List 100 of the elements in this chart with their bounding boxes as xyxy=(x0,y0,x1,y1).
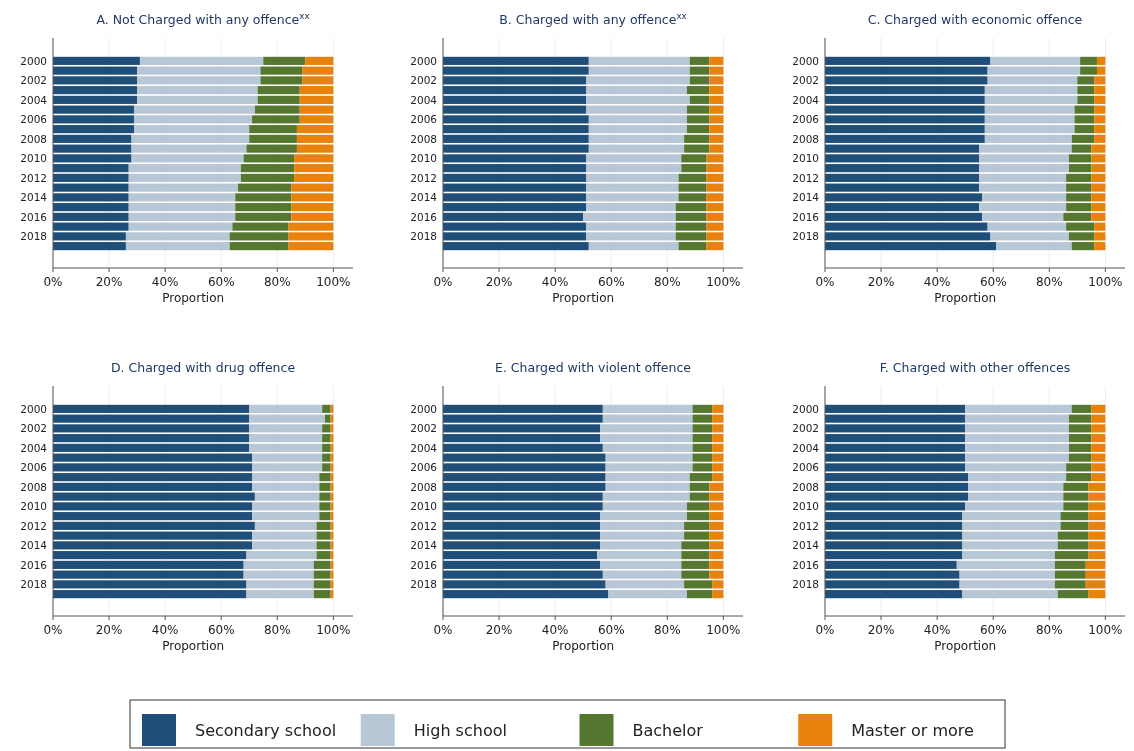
y-tick-label: 2008 xyxy=(20,480,47,493)
bar xyxy=(443,404,603,413)
bar xyxy=(692,434,713,443)
bar xyxy=(1091,404,1106,413)
bar xyxy=(825,521,963,530)
y-tick-label: 2010 xyxy=(792,500,819,513)
x-tick-label: 20% xyxy=(95,623,123,637)
y-tick-label: 2006 xyxy=(410,113,438,126)
bar xyxy=(982,212,1064,221)
bar xyxy=(709,134,724,143)
x-tick-label: 80% xyxy=(263,275,291,289)
y-tick-label: 2000 xyxy=(410,54,437,67)
bar xyxy=(1063,212,1092,221)
y-tick-label: 2014 xyxy=(20,539,48,552)
bar xyxy=(1091,443,1106,452)
bar xyxy=(712,590,724,599)
bar xyxy=(706,164,724,173)
bar xyxy=(1066,473,1092,482)
bar xyxy=(825,551,963,560)
x-tick-label: 20% xyxy=(867,623,895,637)
y-tick-label: 2000 xyxy=(792,54,819,67)
bar xyxy=(243,560,314,569)
bar xyxy=(681,560,710,569)
bar xyxy=(588,56,690,65)
y-tick-label: 2012 xyxy=(792,171,819,184)
bar xyxy=(1077,95,1095,104)
y-tick-label: 2006 xyxy=(20,461,48,474)
bar xyxy=(585,86,687,95)
bar xyxy=(125,242,230,251)
bar xyxy=(53,551,247,560)
x-axis-title: Proportion xyxy=(552,291,615,305)
bar xyxy=(825,443,966,452)
bar xyxy=(825,134,985,143)
bar xyxy=(984,134,1072,143)
bar xyxy=(681,551,710,560)
bar xyxy=(319,473,331,482)
x-tick-label: 80% xyxy=(263,623,291,637)
bar xyxy=(443,125,589,134)
bar xyxy=(967,473,1067,482)
x-tick-label: 100% xyxy=(1088,623,1123,637)
bar xyxy=(443,590,609,599)
bar xyxy=(1088,521,1106,530)
x-tick-label: 80% xyxy=(653,623,681,637)
bar xyxy=(706,242,724,251)
bar xyxy=(585,173,679,182)
y-tick-label: 2014 xyxy=(410,191,438,204)
bar xyxy=(53,560,244,569)
bar xyxy=(53,434,250,443)
y-tick-label: 2000 xyxy=(20,402,47,415)
bar xyxy=(1066,173,1092,182)
bar xyxy=(322,443,331,452)
bar xyxy=(291,212,334,221)
bar xyxy=(263,56,306,65)
bar xyxy=(1088,512,1106,521)
bar xyxy=(825,125,985,134)
bar xyxy=(583,212,676,221)
bar xyxy=(1094,134,1106,143)
x-axis-title: Proportion xyxy=(934,639,997,653)
bar xyxy=(288,242,334,251)
bar xyxy=(1091,434,1106,443)
bar xyxy=(128,212,236,221)
x-tick-label: 20% xyxy=(867,275,895,289)
y-tick-label: 2012 xyxy=(20,519,47,532)
bar xyxy=(1091,473,1106,482)
x-tick-label: 40% xyxy=(541,623,569,637)
x-tick-label: 40% xyxy=(923,275,951,289)
bar xyxy=(825,95,985,104)
bar xyxy=(128,203,236,212)
y-tick-label: 2014 xyxy=(792,191,820,204)
bar xyxy=(588,125,687,134)
bar xyxy=(678,242,707,251)
x-tick-label: 40% xyxy=(923,623,951,637)
bar xyxy=(316,551,331,560)
y-tick-label: 2000 xyxy=(792,402,819,415)
bar xyxy=(825,590,963,599)
bar xyxy=(1068,443,1092,452)
bar xyxy=(709,125,724,134)
bar xyxy=(53,86,138,95)
bar xyxy=(1071,404,1092,413)
x-tick-label: 20% xyxy=(485,623,513,637)
bar xyxy=(825,512,963,521)
x-axis-title: Proportion xyxy=(162,639,225,653)
bar xyxy=(979,173,1067,182)
bar xyxy=(689,95,710,104)
y-tick-label: 2008 xyxy=(792,480,819,493)
y-tick-label: 2018 xyxy=(792,230,819,243)
bar xyxy=(128,164,241,173)
bar xyxy=(984,125,1075,134)
bar xyxy=(53,203,129,212)
bar xyxy=(956,560,1055,569)
bar xyxy=(443,95,586,104)
bar xyxy=(1088,482,1106,491)
bar xyxy=(1060,521,1089,530)
bar xyxy=(249,125,297,134)
bar xyxy=(1085,560,1106,569)
x-tick-label: 0% xyxy=(43,275,63,289)
bar xyxy=(322,404,331,413)
bar xyxy=(296,125,334,134)
bar xyxy=(675,203,707,212)
y-tick-label: 2010 xyxy=(20,500,47,513)
